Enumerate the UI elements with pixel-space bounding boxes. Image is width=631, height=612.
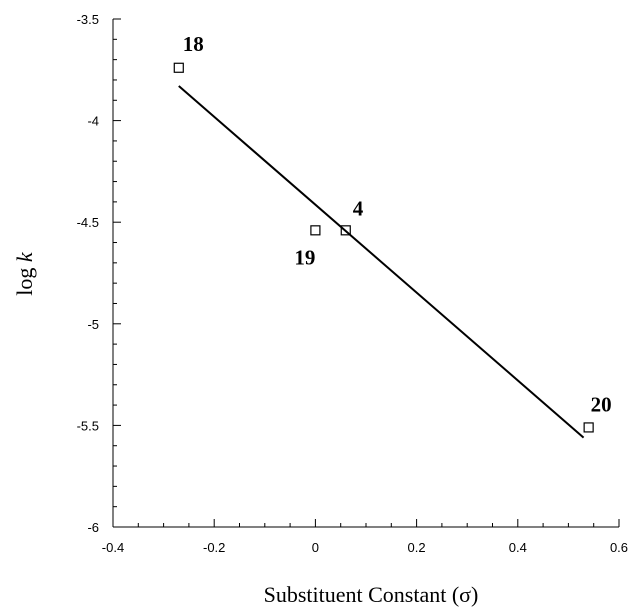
x-axis-title: Substituent Constant (σ) — [264, 582, 479, 607]
data-point-label-18: 18 — [183, 32, 204, 56]
y-axis-tick-labels: -6 -5.5 -5 -4.5 -4 -3.5 — [77, 12, 99, 535]
data-points — [173, 62, 594, 433]
y-tick-label: -5.5 — [77, 418, 99, 433]
x-tick-label: -0.4 — [102, 540, 124, 555]
data-point-marker-20 — [583, 422, 594, 433]
data-point-marker-19 — [310, 225, 321, 236]
data-point-label-20: 20 — [591, 392, 612, 416]
data-point-label-19: 19 — [294, 245, 315, 269]
y-tick-label: -6 — [87, 520, 99, 535]
data-point-marker-18 — [173, 62, 184, 73]
x-tick-label: 0.4 — [509, 540, 527, 555]
y-axis-ticks — [113, 18, 121, 528]
y-axis-title: log k — [12, 251, 37, 296]
x-axis-ticks — [112, 519, 620, 527]
x-tick-label: -0.2 — [203, 540, 225, 555]
y-axis-title-log: log — [12, 262, 37, 296]
y-tick-label: -4 — [87, 114, 99, 129]
x-tick-label: 0.2 — [408, 540, 426, 555]
data-point-label-4: 4 — [353, 196, 364, 220]
y-tick-label: -5 — [87, 317, 99, 332]
regression-line — [178, 85, 585, 439]
y-tick-label: -4.5 — [77, 215, 99, 230]
x-tick-label: 0.6 — [610, 540, 628, 555]
x-tick-label: 0 — [312, 540, 319, 555]
data-point-marker-4 — [340, 225, 351, 236]
y-tick-label: -3.5 — [77, 12, 99, 27]
y-axis-title-k: k — [12, 251, 37, 262]
data-point-labels: 18 19 4 20 — [183, 32, 612, 417]
regression-line-group — [178, 85, 585, 439]
x-axis-tick-labels: -0.4 -0.2 0 0.2 0.4 0.6 — [102, 540, 628, 555]
